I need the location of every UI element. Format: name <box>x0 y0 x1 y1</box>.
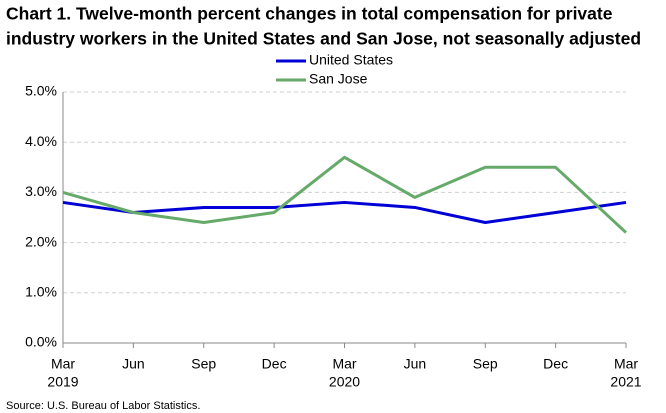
x-tick-label: Dec <box>262 356 287 372</box>
y-tick-label: 1.0% <box>25 284 57 300</box>
chart-title: Chart 1. Twelve-month percent changes in… <box>6 4 613 24</box>
series-line <box>62 200 627 225</box>
source-note: Source: U.S. Bureau of Labor Statistics. <box>6 400 200 412</box>
x-tick-label: Jun <box>122 356 145 372</box>
x-tick-year: 2020 <box>329 374 360 390</box>
y-tick-label: 2.0% <box>25 233 57 249</box>
chart-title: industry workers in the United States an… <box>6 29 641 49</box>
x-tick-year: 2021 <box>610 374 641 390</box>
x-tick-label: Jun <box>404 356 427 372</box>
series-line <box>62 155 628 234</box>
x-tick-label: Sep <box>191 356 216 372</box>
legend-label: San Jose <box>309 71 368 87</box>
y-tick-label: 5.0% <box>25 83 57 99</box>
y-tick-label: 3.0% <box>25 183 57 199</box>
x-tick-label: Dec <box>543 356 568 372</box>
x-tick-label: Mar <box>51 356 75 372</box>
x-tick-label: Mar <box>614 356 638 372</box>
y-tick-label: 4.0% <box>25 133 57 149</box>
legend-label: United States <box>309 52 393 68</box>
x-tick-label: Sep <box>473 356 498 372</box>
y-tick-label: 0.0% <box>25 334 57 350</box>
x-tick-year: 2019 <box>47 374 78 390</box>
x-tick-label: Mar <box>332 356 356 372</box>
